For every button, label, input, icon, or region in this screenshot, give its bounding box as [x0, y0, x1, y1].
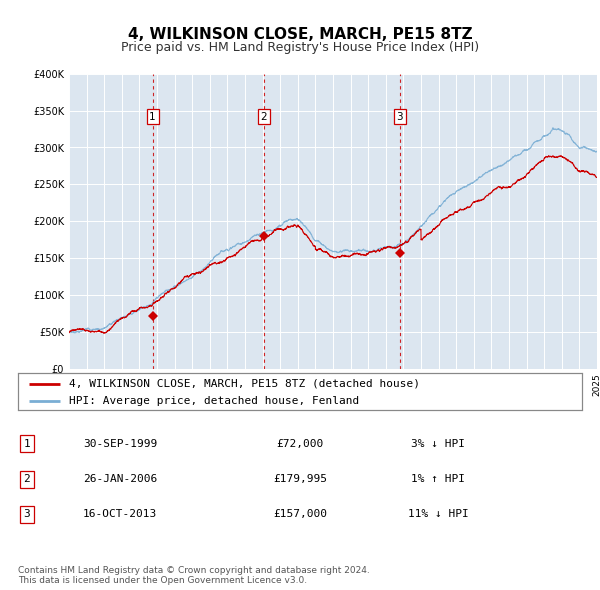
Text: 3: 3 — [397, 112, 403, 122]
Text: 2: 2 — [260, 112, 267, 122]
Text: 1: 1 — [149, 112, 156, 122]
Text: £179,995: £179,995 — [273, 474, 327, 484]
Text: 16-OCT-2013: 16-OCT-2013 — [83, 510, 157, 519]
Text: 26-JAN-2006: 26-JAN-2006 — [83, 474, 157, 484]
Text: HPI: Average price, detached house, Fenland: HPI: Average price, detached house, Fenl… — [69, 396, 359, 406]
Text: 3% ↓ HPI: 3% ↓ HPI — [411, 439, 465, 448]
Text: 30-SEP-1999: 30-SEP-1999 — [83, 439, 157, 448]
Text: 3: 3 — [23, 510, 31, 519]
Text: £157,000: £157,000 — [273, 510, 327, 519]
Text: 1: 1 — [23, 439, 31, 448]
Text: 4, WILKINSON CLOSE, MARCH, PE15 8TZ: 4, WILKINSON CLOSE, MARCH, PE15 8TZ — [128, 27, 472, 41]
Text: £72,000: £72,000 — [277, 439, 323, 448]
Text: Price paid vs. HM Land Registry's House Price Index (HPI): Price paid vs. HM Land Registry's House … — [121, 41, 479, 54]
Text: 2: 2 — [23, 474, 31, 484]
Text: 11% ↓ HPI: 11% ↓ HPI — [407, 510, 469, 519]
Text: 4, WILKINSON CLOSE, MARCH, PE15 8TZ (detached house): 4, WILKINSON CLOSE, MARCH, PE15 8TZ (det… — [69, 379, 420, 389]
Text: Contains HM Land Registry data © Crown copyright and database right 2024.
This d: Contains HM Land Registry data © Crown c… — [18, 566, 370, 585]
Text: 1% ↑ HPI: 1% ↑ HPI — [411, 474, 465, 484]
